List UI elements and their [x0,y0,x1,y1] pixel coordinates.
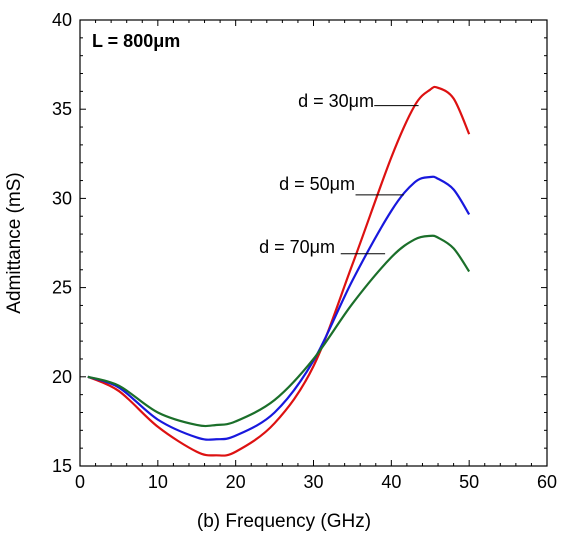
series-line-d30 [87,85,471,457]
y-tick-label: 25 [52,278,72,298]
series-label-d30: d = 30μm [298,91,374,111]
y-tick-label: 15 [52,456,72,476]
y-tick-label: 20 [52,367,72,387]
x-tick-label: 50 [459,472,479,492]
series-lines [87,85,471,457]
y-axis-title: Admittance (mS) [4,172,25,313]
x-tick-label: 10 [148,472,168,492]
x-tick-label: 40 [381,472,401,492]
series-label-d70: d = 70μm [259,237,335,257]
annotation-leaders [340,105,419,255]
series-line-d70 [87,234,471,428]
series-label-d50: d = 50μm [279,174,355,194]
y-tick-label: 40 [52,10,72,30]
series-line-d50 [87,175,471,441]
header-annotation: L = 800μm [92,31,180,51]
y-tick-label: 35 [52,99,72,119]
x-tick-label: 0 [75,472,85,492]
y-tick-label: 30 [52,188,72,208]
x-tick-label: 20 [226,472,246,492]
x-axis-title: (b) Frequency (GHz) [197,511,371,532]
x-tick-label: 30 [303,472,323,492]
x-tick-label: 60 [537,472,557,492]
axis-ticks: 0 10 20 30 40 50 60 15 20 25 30 35 40 [52,10,557,492]
